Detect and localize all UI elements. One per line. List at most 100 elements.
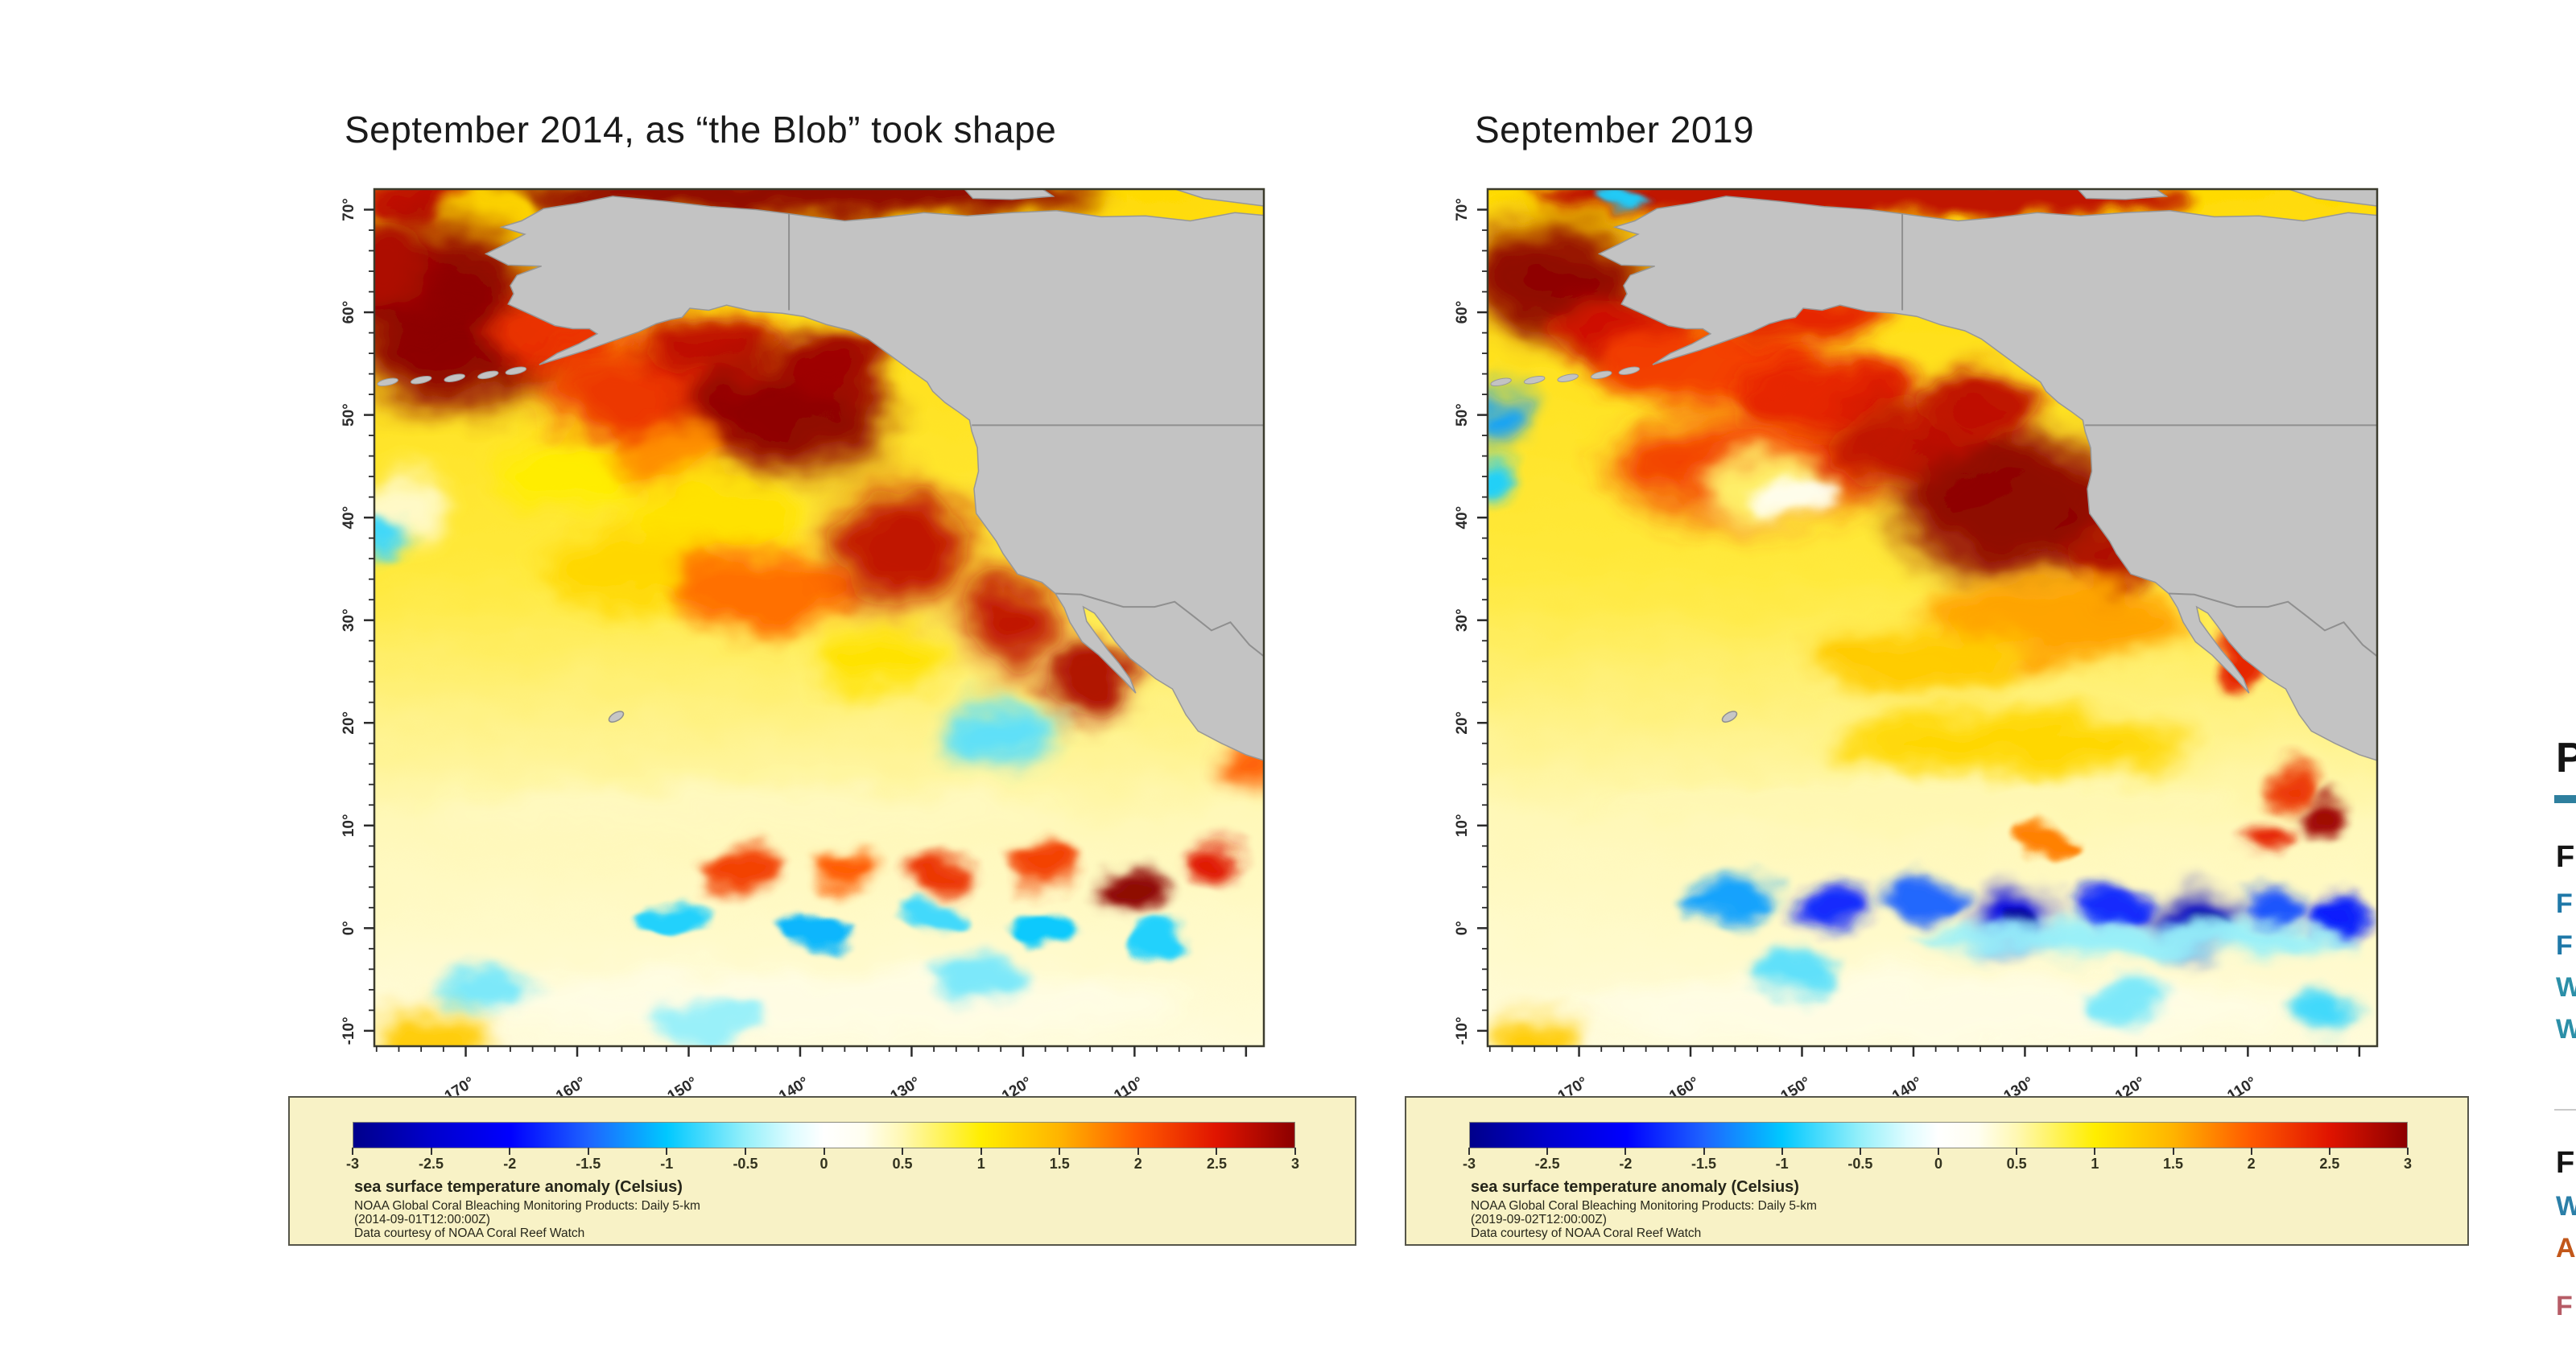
- latitude-axis: 70° 60° 50° 40° 30° 20° 10° 0° -10°: [1454, 198, 1488, 1045]
- colorbar-tick-label: -2.5: [419, 1156, 444, 1172]
- colorbar-tick: [2016, 1148, 2018, 1155]
- sidebar-link-clipped[interactable]: W: [2556, 972, 2576, 1003]
- colorbar-tick-label: -3: [1462, 1156, 1476, 1172]
- svg-text:-10°: -10°: [1454, 1016, 1471, 1045]
- legend-variable-label: sea surface temperature anomaly (Celsius…: [1471, 1178, 1799, 1196]
- colorbar-tick: [2328, 1148, 2330, 1155]
- svg-text:10°: 10°: [341, 814, 357, 837]
- sidebar-link-clipped[interactable]: A: [2556, 1233, 2576, 1263]
- legend-timestamp: (2019-09-02T12:00:00Z): [1471, 1213, 1607, 1226]
- legend-product-line: NOAA Global Coral Bleaching Monitoring P…: [354, 1199, 700, 1213]
- map-title-2019: September 2019: [1475, 109, 1755, 150]
- longitude-axis: -170° -160° -150° -140° -130° -120° -110°: [375, 1046, 1248, 1103]
- colorbar-tick: [666, 1148, 668, 1155]
- colorbar-tick-label: -0.5: [733, 1156, 758, 1172]
- colorbar-tick: [1468, 1148, 1470, 1155]
- hawaii-islands: [608, 711, 625, 723]
- sidebar-heading-clipped: P: [2556, 735, 2576, 781]
- colorbar-tick: [352, 1148, 353, 1155]
- colorbar-tick: [1059, 1148, 1061, 1155]
- colorbar-tick-label: -1: [1775, 1156, 1789, 1172]
- map-title-2014: September 2014, as “the Blob” took shape: [345, 109, 1057, 150]
- colorbar-tick: [587, 1148, 589, 1155]
- svg-text:0°: 0°: [1454, 921, 1471, 935]
- colorbar-tick: [1703, 1148, 1705, 1155]
- colorbar-tick: [980, 1148, 982, 1155]
- colorbar-tick: [1294, 1148, 1296, 1155]
- colorbar-tick: [823, 1148, 825, 1155]
- colorbar-ticks: [352, 1148, 1296, 1155]
- colorbar-gradient: [1469, 1122, 2408, 1148]
- sidebar-heading-clipped: F: [2556, 840, 2575, 874]
- colorbar-tick-label: 1.5: [1049, 1156, 1070, 1172]
- colorbar-tick: [509, 1148, 511, 1155]
- colorbar-labels: -3 -2.5 -2 -1.5 -1 -0.5 0 0.5 1 1.5 2 2.5 3: [346, 1156, 1299, 1173]
- legend-variable-label: sea surface temperature anomaly (Celsius…: [354, 1178, 683, 1196]
- colorbar-tick-label: 1: [976, 1156, 985, 1172]
- sidebar-link-clipped[interactable]: F: [2556, 888, 2573, 919]
- colorbar-legend-2019: -3 -2.5 -2 -1.5 -1 -0.5 0 0.5 1 1.5 2 2.5 3 sea surf…: [1405, 1096, 2469, 1246]
- svg-text:30°: 30°: [341, 608, 357, 632]
- colorbar-tick-label: -2.5: [1534, 1156, 1560, 1172]
- legend-credit-line: Data courtesy of NOAA Coral Reef Watch: [354, 1226, 585, 1240]
- colorbar-tick-label: 3: [1290, 1156, 1300, 1172]
- sidebar-link-clipped[interactable]: W: [2556, 1191, 2576, 1222]
- map-frame: [1486, 188, 2379, 1048]
- colorbar-tick-label: -2: [1619, 1156, 1633, 1172]
- colorbar-tick-label: 2: [1133, 1156, 1142, 1172]
- colorbar-tick-label: 0: [819, 1156, 828, 1172]
- colorbar-tick: [1546, 1148, 1549, 1155]
- svg-text:70°: 70°: [1454, 198, 1471, 221]
- colorbar-tick: [2407, 1148, 2409, 1155]
- colorbar-tick-label: -1: [660, 1156, 674, 1172]
- svg-text:50°: 50°: [1454, 403, 1471, 427]
- colorbar-tick-label: -1.5: [1690, 1156, 1717, 1172]
- svg-text:50°: 50°: [341, 403, 357, 427]
- colorbar-tick-label: -2: [503, 1156, 517, 1172]
- svg-text:20°: 20°: [341, 711, 357, 735]
- land-mask: [1490, 189, 2377, 761]
- ssta-map-2014: 70° 60° 50° 40° 30° 20° 10° 0° -10° -170° -160° -15…: [341, 188, 1265, 1103]
- colorbar-tick-label: 3: [2403, 1156, 2413, 1172]
- sidebar-divider: [2554, 1109, 2576, 1111]
- colorbar-tick-label: -0.5: [1847, 1156, 1873, 1172]
- svg-text:-10°: -10°: [341, 1016, 357, 1045]
- svg-text:30°: 30°: [1454, 608, 1471, 632]
- colorbar-tick: [430, 1148, 432, 1155]
- colorbar-gradient: [353, 1122, 1295, 1148]
- svg-text:70°: 70°: [341, 198, 357, 221]
- colorbar-tick: [2250, 1148, 2252, 1155]
- svg-text:40°: 40°: [341, 506, 357, 530]
- sidebar-link-clipped[interactable]: W: [2556, 1014, 2576, 1045]
- map-frame: [373, 188, 1265, 1048]
- colorbar-tick-label: 0: [1934, 1156, 1943, 1172]
- legend-product-line: NOAA Global Coral Bleaching Monitoring P…: [1471, 1199, 1817, 1213]
- colorbar-tick-label: 2: [2247, 1156, 2256, 1172]
- svg-text:10°: 10°: [1454, 814, 1471, 837]
- sidebar-link-clipped[interactable]: F: [2556, 930, 2573, 961]
- svg-text:0°: 0°: [341, 921, 357, 935]
- colorbar-tick-label: 1.5: [2162, 1156, 2184, 1172]
- colorbar-tick-label: 2.5: [2319, 1156, 2340, 1172]
- colorbar-tick-label: 0.5: [2006, 1156, 2027, 1172]
- land-mask: [377, 189, 1264, 761]
- colorbar-tick: [2172, 1148, 2174, 1155]
- ssta-map-2019: 70° 60° 50° 40° 30° 20° 10° 0° -10° -170° -160° -15…: [1454, 188, 2379, 1103]
- svg-text:60°: 60°: [341, 301, 357, 324]
- svg-text:60°: 60°: [1454, 301, 1471, 324]
- sidebar-link-clipped[interactable]: F: [2556, 1291, 2573, 1321]
- colorbar-tick: [1624, 1148, 1627, 1155]
- colorbar-tick: [1216, 1148, 1218, 1155]
- colorbar-tick-label: 2.5: [1206, 1156, 1227, 1172]
- legend-timestamp: (2014-09-01T12:00:00Z): [354, 1213, 490, 1226]
- colorbar-tick: [2094, 1148, 2096, 1155]
- colorbar-tick: [1938, 1148, 1939, 1155]
- colorbar-ticks: [1468, 1148, 2409, 1155]
- colorbar-tick-label: -3: [345, 1156, 360, 1172]
- longitude-axis: -170° -160° -150° -140° -130° -120° -110°: [1488, 1046, 2361, 1103]
- sidebar-heading-clipped: F: [2556, 1146, 2575, 1180]
- colorbar-tick: [1781, 1148, 1783, 1155]
- colorbar-tick: [902, 1148, 904, 1155]
